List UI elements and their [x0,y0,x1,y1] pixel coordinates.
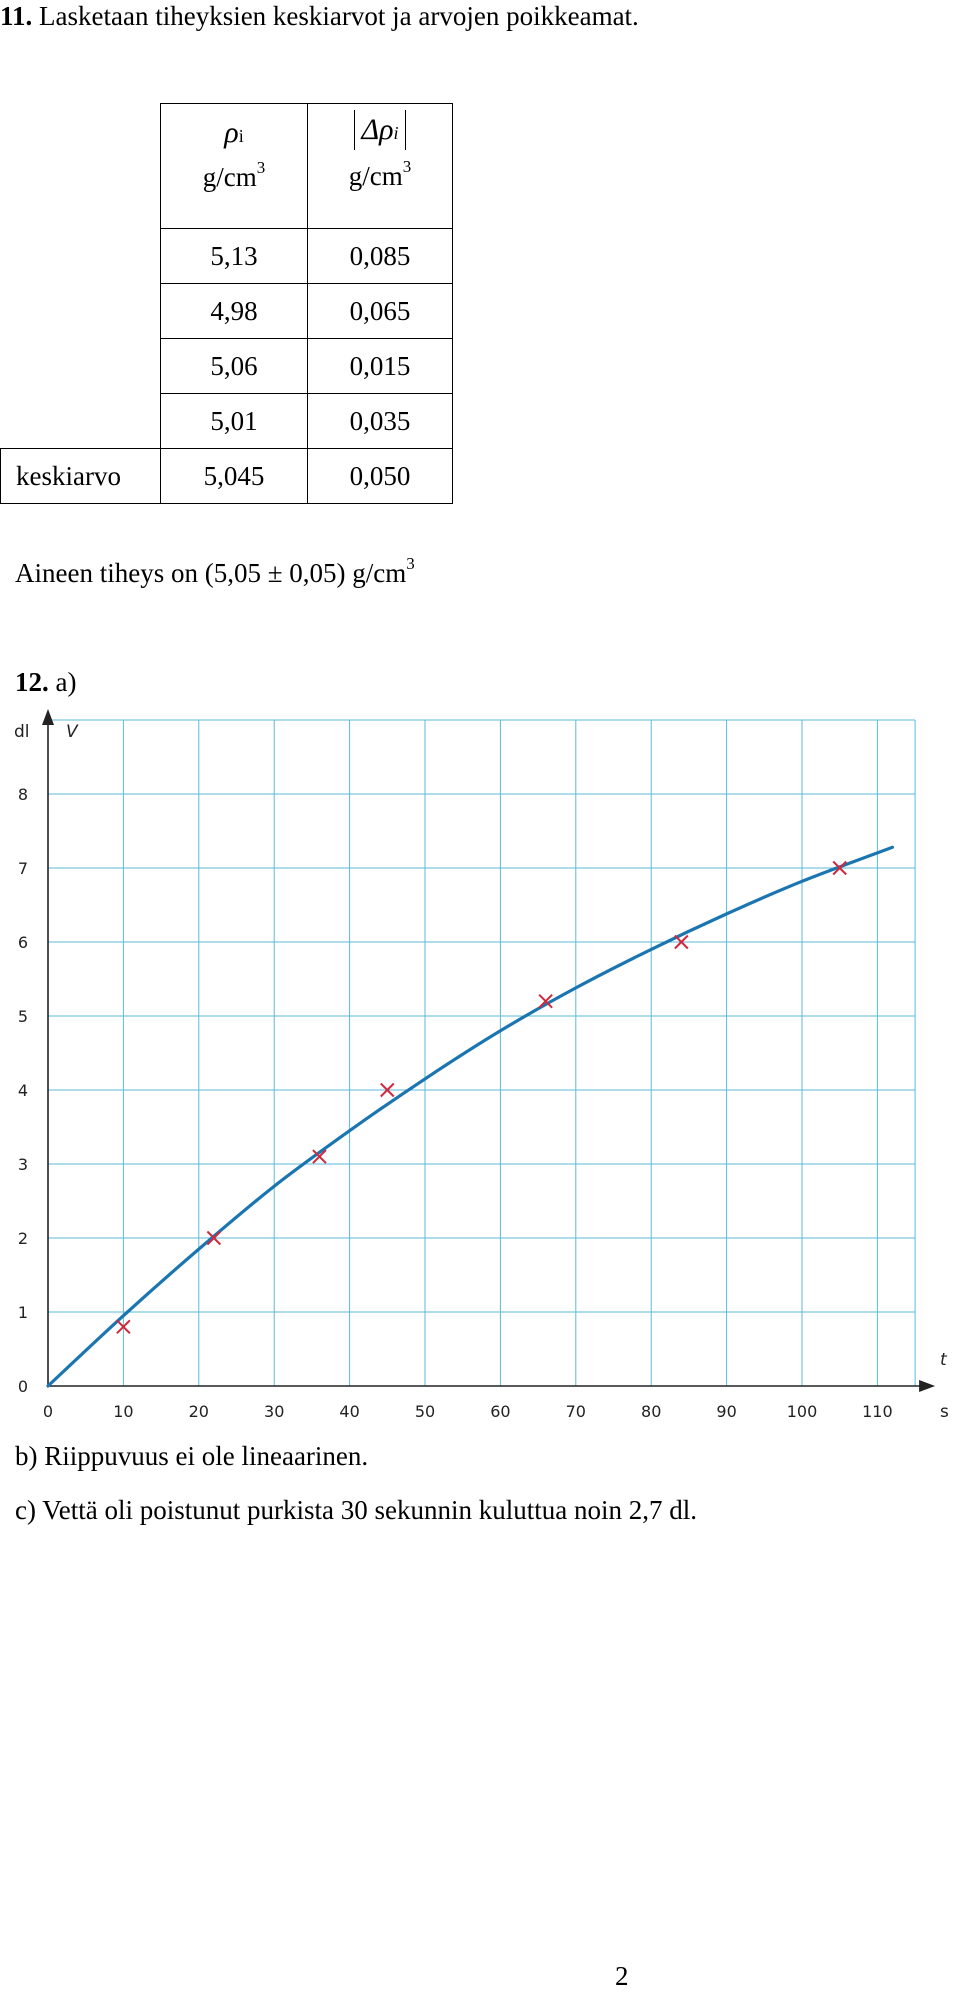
x-tick-label: 10 [113,1402,133,1421]
chart-ticks: 0 10 20 30 40 50 60 70 80 90 100 110 0 1 2 3 4 5 6 7 8 [18,785,893,1421]
y-tick-label: 5 [18,1007,28,1026]
data-point [312,1149,327,1164]
problem-11-text: Lasketaan tiheyksien keskiarvot ja arvoj… [39,1,639,31]
header-delta-rho: Δρi g/cm3 [307,103,453,229]
x-axis-label: t [940,1350,948,1370]
x-tick-label: 60 [490,1402,510,1421]
y-tick-label: 6 [18,933,28,952]
data-point-stroke [206,1230,222,1246]
chart-axes [42,709,936,1392]
y-tick-label: 7 [18,859,28,878]
data-point [832,860,847,876]
x-tick-label: 40 [339,1402,359,1421]
x-tick-label: 0 [43,1402,53,1421]
y-tick-label: 8 [18,785,28,804]
problem-12-part-a: a) [55,667,77,697]
y-tick-label: 0 [18,1377,28,1396]
data-point [116,1319,131,1335]
y-tick-label: 3 [18,1155,28,1174]
x-tick-label: 90 [716,1402,736,1421]
problem-12-part-b: b) Riippuvuus ei ole lineaarinen. [15,1441,369,1471]
average-label: keskiarvo [0,448,161,504]
table-row: 5,01 0,035 [1,393,453,449]
density-table: ρi g/cm3 Δρi g/cm3 5,13 0,085 4,98 0,065… [0,103,453,504]
data-point-stroke [538,993,553,1009]
x-tick-label: 110 [862,1402,893,1421]
x-unit-label: s [940,1402,949,1422]
density-result: Aineen tiheys on (5,05 ± 0,05) g/cm3 [15,554,415,588]
y-axis-arrow [42,709,54,725]
problem-11-heading: 11. Lasketaan tiheyksien keskiarvot ja a… [0,0,639,32]
data-points [116,860,847,1335]
table-row: 5,06 0,015 [1,338,453,394]
problem-12-heading: 12. a) [15,666,76,698]
x-tick-label: 20 [189,1402,209,1421]
table-row: 5,13 0,085 [1,228,453,284]
x-tick-label: 50 [415,1402,435,1421]
data-point-stroke [312,1149,327,1164]
chart-grid [48,719,916,1386]
problem-11-number: 11. [0,1,33,31]
problem-12-number: 12. [15,667,49,697]
data-point [380,1082,395,1098]
data-point-stroke [116,1319,131,1335]
y-tick-label: 2 [18,1229,28,1248]
x-tick-label: 70 [566,1402,586,1421]
x-axis-arrow [919,1380,936,1392]
problem-12-part-c: c) Vettä oli poistunut purkista 30 sekun… [15,1495,697,1525]
x-tick-label: 30 [264,1402,284,1421]
y-tick-label: 1 [18,1303,28,1322]
data-point [206,1230,222,1246]
x-tick-label: 80 [641,1402,661,1421]
x-tick-label: 100 [787,1402,818,1421]
table-row-average: keskiarvo 5,045 0,050 [0,448,453,504]
fit-curve-group [46,845,895,1388]
data-point [674,934,689,950]
y-unit-label: dl [14,722,30,742]
y-axis-label: V [66,722,79,742]
y-tick-label: 4 [18,1081,28,1100]
data-point [538,993,553,1009]
table-row: 4,98 0,065 [1,283,453,339]
data-point-stroke [674,934,689,950]
page-number: 2 [615,1961,629,1991]
data-point-stroke [832,860,847,876]
data-point-stroke [380,1082,395,1098]
fit-curve [46,845,895,1388]
header-rho: ρi g/cm3 [160,103,308,229]
